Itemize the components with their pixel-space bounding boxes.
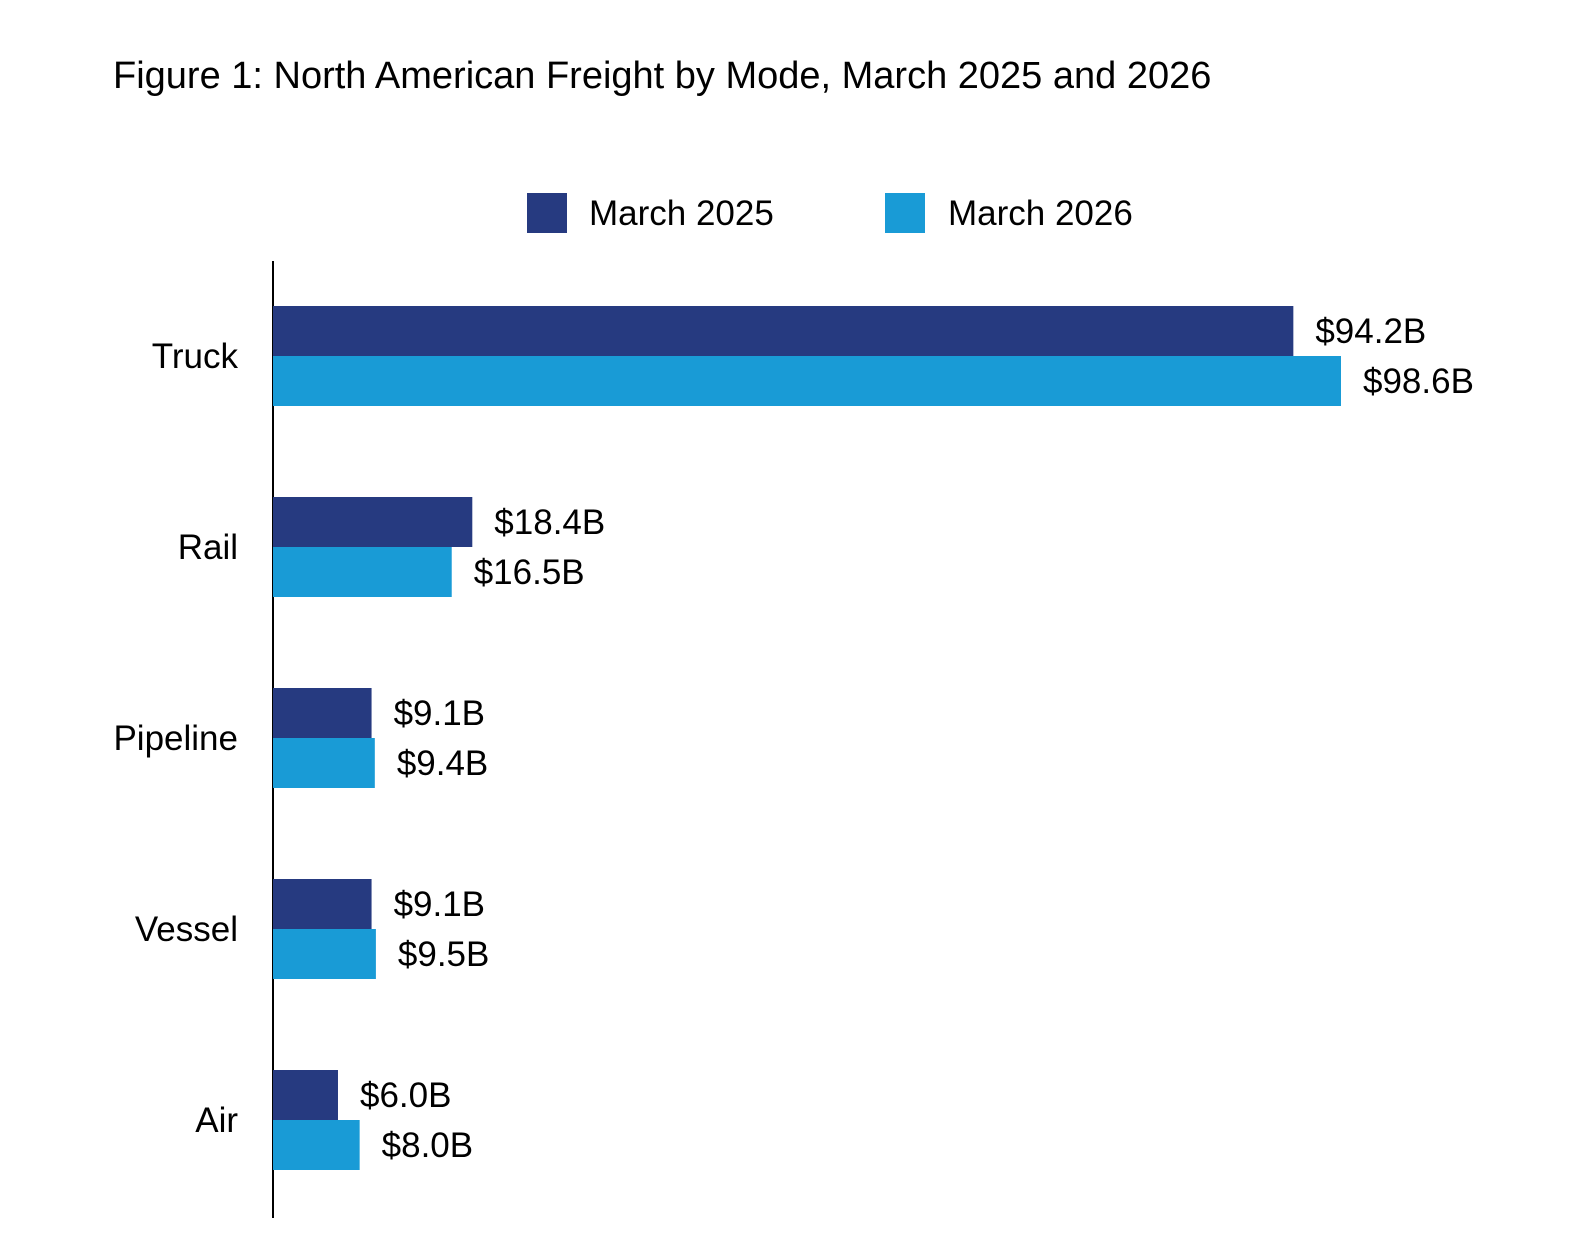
value-label-pipeline-march-2025: $9.1B [394,694,485,733]
bar-vessel-march-2026 [273,929,376,979]
category-labels: Truck Rail Pipeline Vessel Air [113,337,238,1140]
value-label-vessel-march-2025: $9.1B [394,885,485,924]
legend-label-march-2025: March 2025 [589,194,774,233]
legend-label-march-2026: March 2026 [948,194,1133,233]
value-label-truck-march-2025: $94.2B [1315,312,1426,351]
value-label-air-march-2025: $6.0B [360,1076,451,1115]
value-labels: $94.2B $98.6B $18.4B $16.5B $9.1B $9.4B $9.1B $… [360,312,1474,1165]
bars [273,306,1341,1170]
value-label-pipeline-march-2026: $9.4B [397,744,488,783]
value-label-truck-march-2026: $98.6B [1363,362,1474,401]
value-label-vessel-march-2026: $9.5B [398,935,489,974]
bar-pipeline-march-2025 [273,688,372,738]
category-label-rail: Rail [178,528,238,567]
value-label-rail-march-2026: $16.5B [474,553,585,592]
legend-swatch-march-2025 [527,193,567,233]
bar-air-march-2025 [273,1070,338,1120]
bar-rail-march-2026 [273,547,452,597]
category-label-air: Air [195,1101,238,1140]
value-label-air-march-2026: $8.0B [382,1126,473,1165]
bar-truck-march-2025 [273,306,1294,356]
bar-vessel-march-2025 [273,879,372,929]
bar-rail-march-2025 [273,497,473,547]
bar-truck-march-2026 [273,356,1341,406]
legend: March 2025 March 2026 [527,193,1133,233]
category-label-truck: Truck [152,337,239,376]
category-label-vessel: Vessel [135,910,238,949]
legend-swatch-march-2026 [885,193,925,233]
category-label-pipeline: Pipeline [113,719,238,758]
bar-air-march-2026 [273,1120,360,1170]
chart-title: Figure 1: North American Freight by Mode… [113,55,1211,97]
value-label-rail-march-2025: $18.4B [494,503,605,542]
bar-pipeline-march-2026 [273,738,375,788]
